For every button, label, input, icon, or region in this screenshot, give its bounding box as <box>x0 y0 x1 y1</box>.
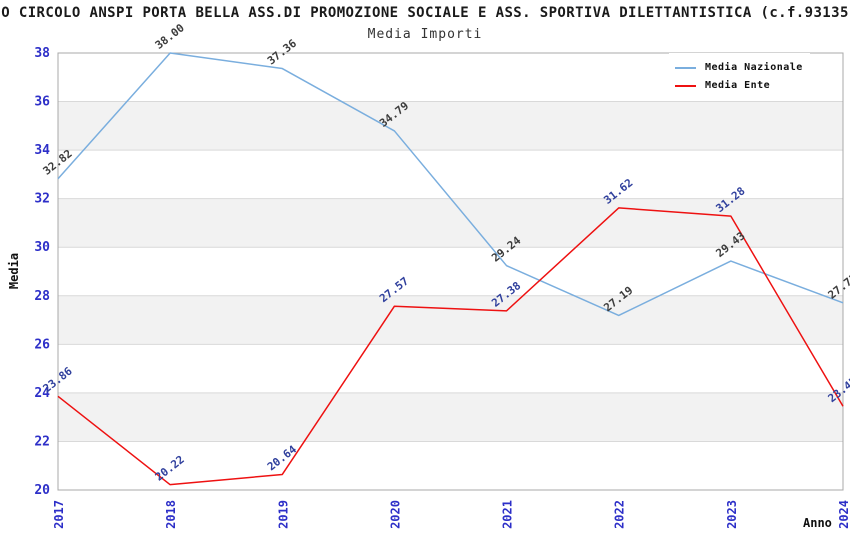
plot-border <box>57 52 844 491</box>
legend-label-media-nazionale: Media Nazionale <box>705 62 803 73</box>
x-tick-label: 2017 <box>52 500 66 529</box>
y-tick-label: 20 <box>34 483 50 498</box>
y-tick-label: 24 <box>34 386 50 401</box>
series-line-0 <box>57 52 844 317</box>
series-line-1 <box>57 207 844 486</box>
plot-band <box>58 295 843 345</box>
x-tick-label: 2020 <box>388 500 402 529</box>
y-tick-label: 38 <box>34 46 50 61</box>
x-tick-label: 2018 <box>164 500 178 529</box>
legend-line-swatch-nazionale-icon <box>675 66 696 69</box>
legend-label-media-ente: Media Ente <box>705 80 771 91</box>
x-tick-label: 2019 <box>276 500 290 529</box>
y-tick-label: 36 <box>34 95 50 110</box>
x-tick-label: 2021 <box>501 500 515 529</box>
y-tick-label: 28 <box>34 289 50 304</box>
point-label-1: 23.45 <box>826 375 850 406</box>
chart-subtitle: Media Importi <box>367 27 483 42</box>
plot-band <box>58 392 843 442</box>
plot-band <box>58 198 843 248</box>
chart-title: O CIRCOLO ANSPI PORTA BELLA ASS.DI PROMO… <box>1 5 849 21</box>
y-tick-label: 32 <box>34 192 50 207</box>
y-tick-label: 34 <box>34 143 50 158</box>
x-tick-label: 2024 <box>837 500 850 529</box>
x-tick-label: 2023 <box>725 500 739 529</box>
y-tick-label: 22 <box>34 434 50 449</box>
y-axis-title: Media <box>7 252 21 290</box>
legend-item-media-nazionale: Media Nazionale <box>669 62 810 73</box>
point-label-0: 27.71 <box>826 271 850 302</box>
x-axis-title: Anno <box>803 516 832 530</box>
plot-band <box>58 101 843 151</box>
point-label-1: 20.22 <box>153 453 187 484</box>
legend-item-media-ente: Media Ente <box>669 80 810 91</box>
legend: Media Nazionale Media Ente <box>669 53 810 100</box>
x-tick-label: 2022 <box>613 500 627 529</box>
legend-line-swatch-ente-icon <box>675 84 696 87</box>
y-tick-label: 26 <box>34 337 50 352</box>
y-tick-label: 30 <box>34 240 50 255</box>
